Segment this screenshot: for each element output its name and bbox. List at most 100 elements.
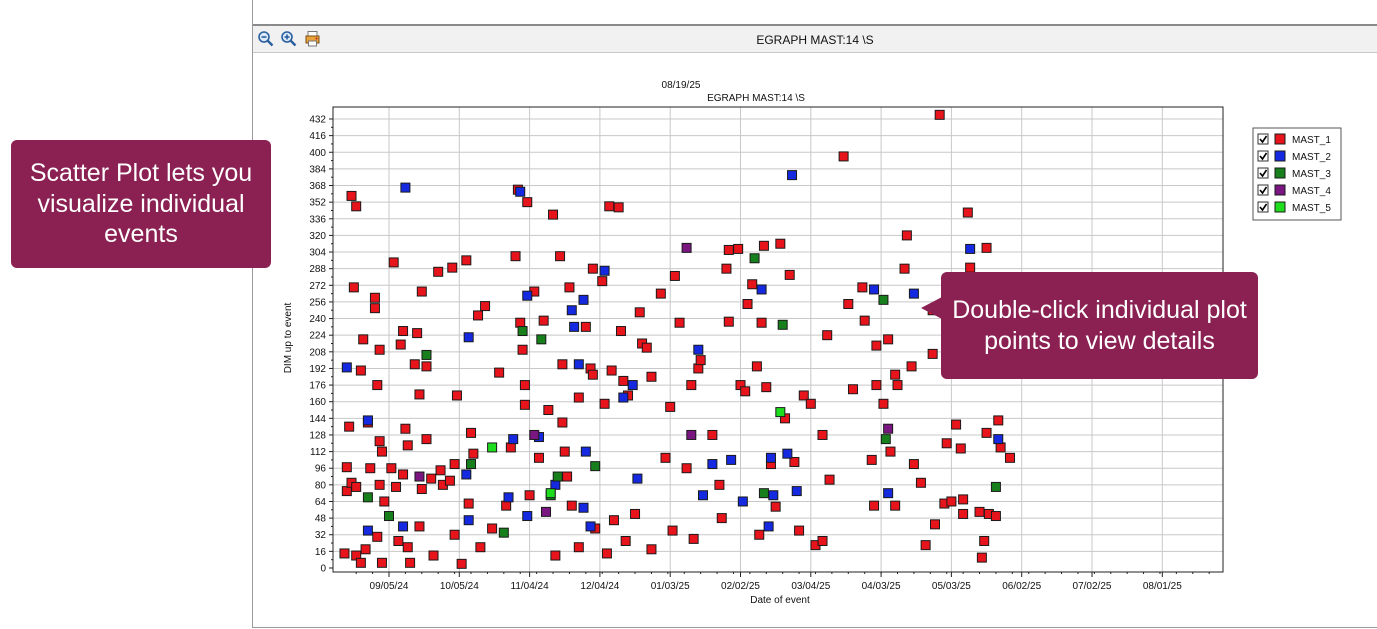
data-point-mast-1[interactable] (421, 434, 432, 445)
data-point-mast-1[interactable] (376, 446, 387, 457)
data-point-mast-2[interactable] (522, 511, 533, 522)
data-point-mast-1[interactable] (564, 282, 575, 293)
data-point-mast-1[interactable] (573, 392, 584, 403)
data-point-mast-1[interactable] (522, 197, 533, 208)
data-point-mast-2[interactable] (765, 452, 776, 463)
data-point-mast-1[interactable] (686, 380, 697, 391)
data-point-mast-1[interactable] (400, 423, 411, 434)
data-point-mast-1[interactable] (358, 334, 369, 345)
data-point-mast-1[interactable] (341, 486, 352, 497)
data-point-mast-1[interactable] (398, 326, 409, 337)
data-point-mast-1[interactable] (742, 299, 753, 310)
data-point-mast-1[interactable] (693, 363, 704, 374)
data-point-mast-1[interactable] (587, 369, 598, 380)
data-point-mast-1[interactable] (707, 429, 718, 440)
data-point-mast-1[interactable] (344, 421, 355, 432)
data-point-mast-1[interactable] (341, 462, 352, 473)
data-point-mast-1[interactable] (473, 310, 484, 321)
data-point-mast-4[interactable] (681, 242, 692, 253)
data-point-mast-2[interactable] (362, 525, 373, 536)
data-point-mast-4[interactable] (686, 429, 697, 440)
data-point-mast-2[interactable] (707, 459, 718, 470)
data-point-mast-2[interactable] (400, 182, 411, 193)
data-point-mast-1[interactable] (990, 511, 1001, 522)
data-point-mast-3[interactable] (552, 471, 563, 482)
data-point-mast-1[interactable] (466, 427, 477, 438)
data-point-mast-1[interactable] (721, 263, 732, 274)
data-point-mast-1[interactable] (974, 506, 985, 517)
data-point-mast-1[interactable] (899, 263, 910, 274)
data-point-mast-1[interactable] (606, 365, 617, 376)
data-point-mast-1[interactable] (761, 382, 772, 393)
data-point-mast-1[interactable] (920, 540, 931, 551)
data-point-mast-2[interactable] (756, 284, 767, 295)
data-point-mast-1[interactable] (681, 463, 692, 474)
data-point-mast-2[interactable] (585, 521, 596, 532)
data-point-mast-1[interactable] (747, 279, 758, 290)
data-point-mast-2[interactable] (503, 492, 514, 503)
data-point-mast-1[interactable] (548, 209, 559, 220)
data-point-mast-1[interactable] (965, 262, 976, 273)
data-point-mast-1[interactable] (618, 375, 629, 386)
data-point-mast-1[interactable] (599, 398, 610, 409)
data-point-mast-1[interactable] (557, 417, 568, 428)
data-point-mast-2[interactable] (965, 243, 976, 254)
data-point-mast-1[interactable] (360, 544, 371, 555)
data-point-mast-4[interactable] (883, 423, 894, 434)
data-point-mast-3[interactable] (590, 461, 601, 472)
data-point-mast-1[interactable] (409, 359, 420, 370)
data-point-mast-1[interactable] (447, 262, 458, 273)
data-point-mast-1[interactable] (775, 238, 786, 249)
data-point-mast-2[interactable] (627, 380, 638, 391)
data-point-mast-1[interactable] (981, 427, 992, 438)
data-point-mast-1[interactable] (620, 535, 631, 546)
data-point-mast-1[interactable] (426, 473, 437, 484)
data-point-mast-1[interactable] (927, 348, 938, 359)
data-point-mast-1[interactable] (456, 558, 467, 569)
data-point-mast-2[interactable] (578, 294, 589, 305)
data-point-mast-3[interactable] (421, 349, 432, 360)
data-point-mast-1[interactable] (871, 380, 882, 391)
data-point-mast-2[interactable] (768, 490, 779, 501)
data-point-mast-1[interactable] (402, 440, 413, 451)
data-point-mast-1[interactable] (374, 479, 385, 490)
data-point-mast-1[interactable] (723, 244, 734, 255)
data-point-mast-1[interactable] (550, 550, 561, 561)
data-point-mast-2[interactable] (993, 434, 1004, 445)
data-point-mast-3[interactable] (517, 326, 528, 337)
data-point-mast-1[interactable] (929, 519, 940, 530)
data-point-mast-2[interactable] (463, 515, 474, 526)
data-point-mast-1[interactable] (416, 286, 427, 297)
data-point-mast-3[interactable] (777, 319, 788, 330)
data-point-mast-1[interactable] (665, 401, 676, 412)
data-point-mast-1[interactable] (847, 384, 858, 395)
data-point-mast-2[interactable] (787, 170, 798, 181)
data-point-mast-3[interactable] (990, 481, 1001, 492)
data-point-mast-2[interactable] (883, 488, 894, 499)
data-point-mast-5[interactable] (545, 488, 556, 499)
data-point-mast-1[interactable] (376, 557, 387, 568)
data-point-mast-1[interactable] (351, 201, 362, 212)
data-point-mast-1[interactable] (901, 230, 912, 241)
data-point-mast-1[interactable] (414, 389, 425, 400)
print-icon[interactable] (304, 30, 322, 48)
data-point-mast-1[interactable] (533, 452, 544, 463)
data-point-mast-1[interactable] (372, 531, 383, 542)
data-point-mast-1[interactable] (388, 257, 399, 268)
data-point-mast-1[interactable] (449, 529, 460, 540)
data-point-mast-3[interactable] (880, 434, 891, 445)
data-point-mast-1[interactable] (559, 446, 570, 457)
data-point-mast-1[interactable] (871, 340, 882, 351)
data-point-mast-1[interactable] (475, 542, 486, 553)
data-point-mast-3[interactable] (536, 334, 547, 345)
data-point-mast-1[interactable] (669, 270, 680, 281)
data-point-mast-2[interactable] (461, 469, 472, 480)
data-point-mast-1[interactable] (857, 282, 868, 293)
data-point-mast-2[interactable] (341, 362, 352, 373)
data-point-mast-2[interactable] (726, 454, 737, 465)
data-point-mast-1[interactable] (824, 474, 835, 485)
data-point-mast-1[interactable] (355, 365, 366, 376)
data-point-mast-1[interactable] (674, 317, 685, 328)
data-point-mast-1[interactable] (468, 448, 479, 459)
data-point-mast-1[interactable] (538, 315, 549, 326)
